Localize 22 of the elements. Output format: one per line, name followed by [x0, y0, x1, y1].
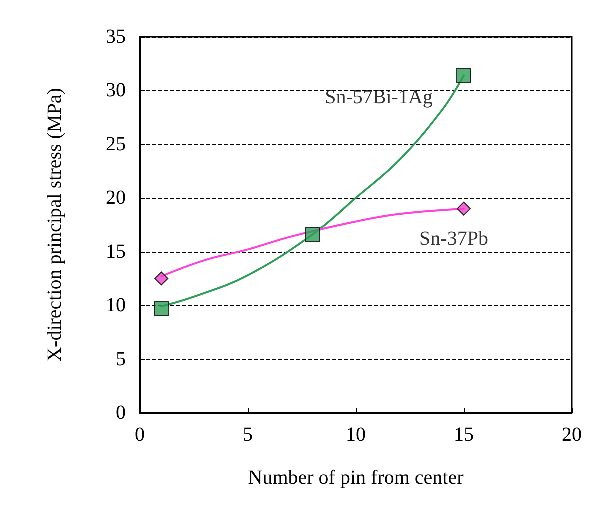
point	[456, 68, 472, 84]
series-label: Sn-57Bi-1Ag	[325, 86, 433, 109]
x-tick-label: 20	[562, 424, 582, 446]
point	[154, 272, 169, 286]
y-tick-label: 30	[106, 80, 126, 102]
x-tick-label: 0	[135, 424, 145, 446]
x-tick-label: 15	[454, 424, 474, 446]
y-tick-label: 5	[116, 348, 126, 370]
series-label: Sn-37Pb	[420, 228, 488, 250]
point	[154, 301, 170, 316]
x-tick-label: 5	[243, 424, 253, 446]
point	[457, 202, 471, 216]
x-tick-label: 10	[346, 424, 366, 446]
y-tick-label: 20	[106, 187, 126, 210]
y-tick-label: 35	[106, 26, 126, 48]
y-tick-label: 10	[106, 294, 126, 317]
point	[305, 227, 320, 242]
y-tick-label: 15	[106, 240, 126, 263]
y-tick-label: 25	[106, 133, 126, 156]
y-tick-label: 0	[116, 402, 126, 424]
y-axis-title: X-direction principal stress (MPa)	[44, 88, 66, 362]
x-axis-title: Number of pin from center	[248, 467, 464, 489]
